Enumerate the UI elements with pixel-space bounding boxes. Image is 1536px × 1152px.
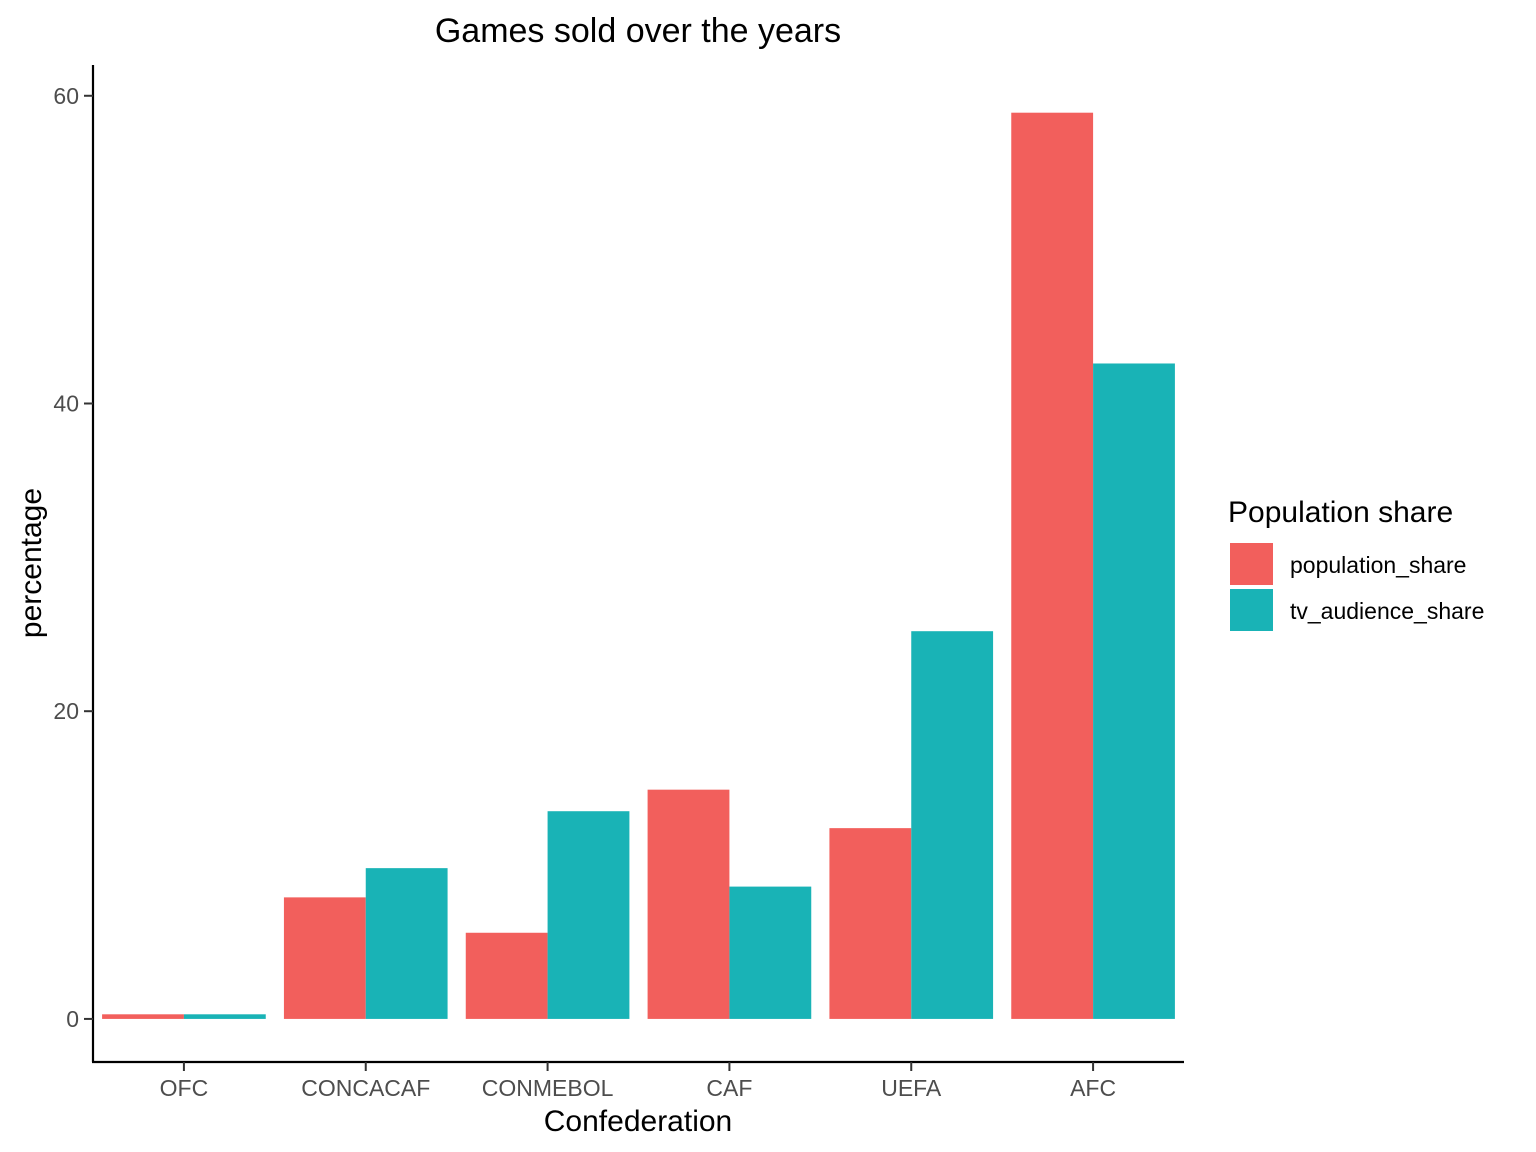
x-axis-title: Confederation <box>544 1105 732 1138</box>
legend: Population share population_share tv_audi… <box>1228 496 1484 631</box>
bar-tv-audience-share-conmebol <box>547 811 630 1019</box>
bar-tv-audience-share-afc <box>1093 363 1175 1019</box>
legend-label-tv-audience-share: tv_audience_share <box>1290 598 1484 624</box>
bar-tv-audience-share-caf <box>729 886 812 1019</box>
y-tick-label: 60 <box>53 83 79 109</box>
x-tick-label: UEFA <box>881 1075 942 1101</box>
x-tick-label: CONMEBOL <box>482 1075 614 1101</box>
bar-population-share-conmebol <box>465 932 548 1019</box>
bar-tv-audience-share-concacaf <box>365 868 448 1019</box>
y-tick-label: 20 <box>53 698 79 724</box>
y-tick-label: 0 <box>66 1006 79 1032</box>
bar-population-share-afc <box>1011 112 1094 1019</box>
y-tick-label: 40 <box>53 390 79 416</box>
x-axis: OFC CONCACAF CONMEBOL CAF UEFA AFC <box>92 1060 1184 1101</box>
legend-title: Population share <box>1228 496 1453 529</box>
bar-population-share-concacaf <box>283 897 366 1019</box>
x-tick-label: AFC <box>1070 1075 1116 1101</box>
bar-tv-audience-share-ofc <box>183 1014 266 1019</box>
y-axis: 0 20 40 60 <box>53 65 95 1062</box>
legend-label-population-share: population_share <box>1290 552 1466 578</box>
x-tick-label: CAF <box>706 1075 752 1101</box>
x-tick-label: OFC <box>160 1075 209 1101</box>
legend-swatch-tv-audience-share <box>1230 589 1273 631</box>
bar-population-share-ofc <box>102 1014 184 1019</box>
legend-swatch-population-share <box>1230 543 1273 585</box>
y-axis-title: percentage <box>15 488 48 638</box>
bar-population-share-uefa <box>829 828 912 1019</box>
bars-group <box>102 112 1175 1019</box>
x-tick-label: CONCACAF <box>301 1075 430 1101</box>
bar-population-share-caf <box>647 789 730 1019</box>
bar-tv-audience-share-uefa <box>911 631 994 1019</box>
chart-title: Games sold over the years <box>435 12 841 50</box>
